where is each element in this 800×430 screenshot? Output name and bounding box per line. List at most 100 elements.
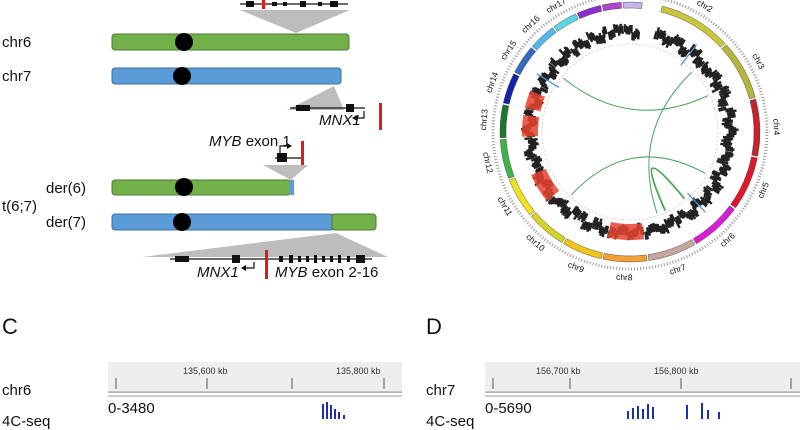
circos-cnv-mark	[647, 224, 652, 234]
chr7-centromere	[173, 67, 191, 85]
circos-ideogram-chr17	[553, 13, 579, 32]
panel-d-track-label: 4C-seq	[426, 413, 475, 430]
circos-cnv-mark	[689, 202, 697, 210]
circos-cnv-mark	[702, 196, 710, 204]
circos-cnv-mark	[708, 71, 717, 79]
circos-cnv-mark	[586, 223, 592, 233]
circos-cnv-mark	[560, 203, 568, 212]
circos-label-chr10: chr10	[524, 232, 547, 254]
panel-c-letter: C	[2, 314, 18, 339]
circos-cnv-mark	[561, 208, 569, 216]
circos-cnv-mark	[725, 148, 734, 153]
circos-cnv-mark	[532, 155, 541, 161]
circos-loss-mark	[680, 44, 698, 66]
circos-cnv-mark	[548, 196, 556, 204]
circos-cnv-mark	[524, 137, 533, 141]
circos-cnv-mark	[699, 196, 708, 204]
circos-gain-chr11	[531, 168, 560, 201]
circos-cnv-mark	[717, 102, 726, 108]
circos-ideogram-chr13	[499, 104, 510, 138]
der7-ideogram	[111, 213, 335, 231]
circos-cnv-mark	[598, 225, 603, 234]
circos-ideogram-chr5	[730, 156, 758, 209]
circos-cnv-mark	[705, 185, 714, 192]
circos-label-chr2: chr2	[695, 0, 715, 14]
circos-cnv-mark	[594, 221, 599, 231]
circos-cnv-mark	[675, 36, 682, 45]
circos-ideogram-chr19	[601, 2, 622, 12]
circos-cnv-mark	[540, 72, 549, 79]
circos-link-chr10-chr5	[570, 156, 706, 196]
circos-cnv-mark	[719, 91, 728, 97]
circos-cnv-mark	[597, 221, 603, 231]
circos-cnv-mark	[665, 36, 671, 45]
mnx1-gene	[290, 103, 382, 130]
circos-ideogram-chr15	[514, 47, 536, 76]
circos-cnv-mark	[720, 157, 729, 162]
circos-cnv-mark	[526, 153, 536, 158]
top-gene-zoom	[240, 0, 350, 33]
circos-cnv-mark	[572, 212, 580, 221]
circos-link-chr3-chr15	[562, 77, 709, 111]
circos-link-chr2-chr7	[648, 71, 693, 214]
circos-cnv-mark	[718, 107, 727, 112]
circos-gain-chr13	[521, 114, 540, 137]
myb-exon1-label: MYB exon 1	[209, 133, 291, 150]
circos-cnv-mark	[533, 157, 543, 163]
circos-cnv-mark	[718, 171, 728, 177]
fusion-gene	[170, 250, 372, 279]
mnx1-label-top: MNX1	[319, 112, 361, 129]
myb-exon1-gene	[275, 141, 304, 167]
circos-ideogram-chr4	[749, 98, 761, 157]
panel-c-tick-2: 135,800 kb	[336, 366, 381, 376]
circos-cnv-mark	[683, 49, 691, 58]
circos-cnv-mark	[550, 197, 558, 205]
circos-gain-chr8	[607, 221, 645, 240]
circos-cnv-mark	[549, 57, 558, 65]
circos-cnv-mark	[533, 86, 543, 93]
panel-d-letter: D	[426, 314, 442, 339]
chr6-label: chr6	[2, 34, 32, 51]
circos-cnv-mark	[696, 57, 704, 65]
circos-cnv-mark	[559, 206, 567, 214]
circos-cnv-mark	[559, 199, 567, 207]
myb-exon-rest-label: MYB exon 2-16	[275, 264, 379, 281]
circos-cnv-mark	[711, 87, 720, 94]
mnx1-label-bottom: MNX1	[197, 264, 239, 281]
circos-cnv-mark	[694, 198, 703, 206]
circos-cnv-mark	[577, 212, 584, 221]
panel-d-axis	[485, 378, 800, 397]
circos-cnv-mark	[571, 205, 578, 214]
circos-cnv-mark	[580, 214, 587, 223]
circos-cnv-mark	[696, 198, 704, 206]
circos-cnv-mark	[709, 81, 718, 88]
circos-cnv-mark	[725, 108, 734, 113]
circos-cnv-mark	[703, 194, 711, 202]
circos-cnv-mark	[630, 24, 633, 33]
circos-cnv-mark	[655, 26, 661, 36]
der7-centromere	[173, 213, 191, 231]
circos-cnv-mark	[603, 26, 608, 35]
circos-cnv-mark	[598, 35, 603, 45]
circos-cnv-mark	[692, 49, 700, 58]
circos-cnv-mark	[691, 206, 699, 214]
panel-d-range: 0-5690	[485, 400, 532, 417]
circos-cnv-mark	[722, 165, 731, 171]
circos-label-chr9: chr9	[567, 259, 586, 275]
circos-cnv-mark	[645, 227, 650, 236]
circos-ideogram-chr2	[660, 5, 726, 48]
circos-cnv-mark	[715, 182, 725, 190]
circos-label-chr5: chr5	[755, 180, 771, 199]
circos-inner-ring	[541, 43, 719, 221]
circos-cnv-mark	[556, 200, 565, 208]
circos-label-chr15: chr15	[498, 38, 518, 61]
circos-cnv-mark	[579, 221, 586, 230]
panel-d-tick-1: 156,700 kb	[536, 366, 581, 376]
circos-cnv-mark	[673, 34, 680, 43]
circos-cnv-mark	[724, 153, 733, 158]
circos-cnv-mark	[704, 71, 713, 78]
circos-loss-mark	[536, 73, 560, 88]
chr7-ideogram	[111, 67, 342, 85]
circos-label-chr14: chr14	[484, 70, 501, 94]
circos-cnv-mark	[700, 198, 709, 207]
